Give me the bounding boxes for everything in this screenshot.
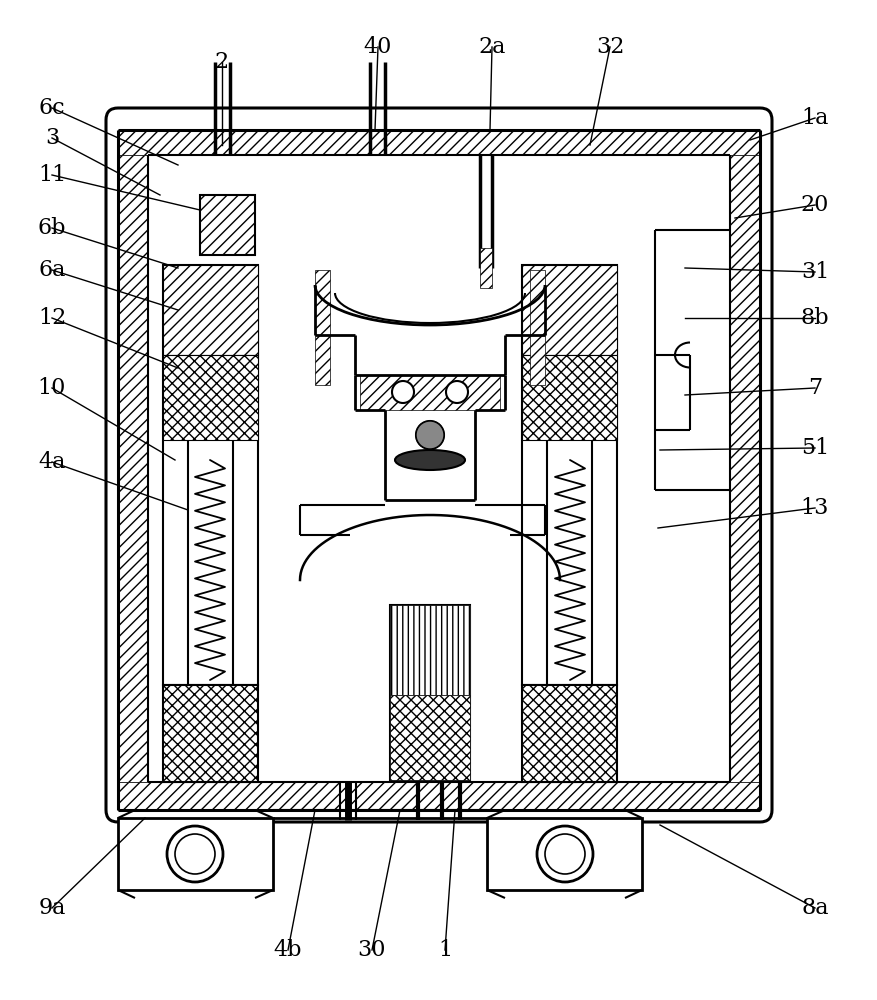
Text: 1: 1 [438,939,452,961]
Circle shape [167,826,223,882]
Bar [118,155,148,782]
Text: 13: 13 [800,497,828,519]
Text: 7: 7 [807,377,821,399]
Circle shape [175,834,215,874]
Text: 12: 12 [38,307,66,329]
Text: 30: 30 [357,939,386,961]
Bar [200,195,254,255]
Text: 32: 32 [595,36,624,58]
FancyBboxPatch shape [106,108,771,822]
Bar [480,248,491,288]
Bar [389,605,469,780]
Text: 8a: 8a [801,897,828,919]
Bar [163,355,258,440]
Text: 8b: 8b [800,307,829,329]
Text: 31: 31 [800,261,828,283]
Bar [522,265,617,355]
Bar [487,818,641,890]
Text: 10: 10 [38,377,66,399]
Bar [118,130,759,155]
Bar [522,685,617,782]
Bar [163,685,258,782]
Text: 3: 3 [45,127,59,149]
Bar [360,375,499,410]
Circle shape [545,834,584,874]
Circle shape [446,381,467,403]
Text: 1a: 1a [801,107,828,129]
Text: 40: 40 [363,36,392,58]
Bar [522,355,617,440]
Ellipse shape [395,450,465,470]
Bar [389,605,469,695]
Text: 51: 51 [800,437,828,459]
Text: 6a: 6a [39,259,66,281]
Text: 4a: 4a [39,451,66,473]
Bar [163,265,258,355]
Text: 6b: 6b [38,217,66,239]
Bar [200,195,254,255]
Circle shape [391,381,414,403]
Text: 6c: 6c [39,97,65,119]
Bar [389,695,469,780]
Text: 2: 2 [215,51,229,73]
Text: 11: 11 [38,164,66,186]
Bar [522,265,617,685]
Bar [163,265,258,685]
Bar [522,685,617,782]
Circle shape [537,826,592,882]
Bar [118,818,273,890]
Circle shape [416,421,444,449]
Bar [315,270,330,385]
Text: 4b: 4b [274,939,302,961]
Bar [118,782,759,810]
Text: 20: 20 [800,194,828,216]
Text: 9a: 9a [39,897,66,919]
Text: 2a: 2a [478,36,505,58]
Bar [163,685,258,782]
Bar [729,155,759,782]
Bar [530,270,545,385]
